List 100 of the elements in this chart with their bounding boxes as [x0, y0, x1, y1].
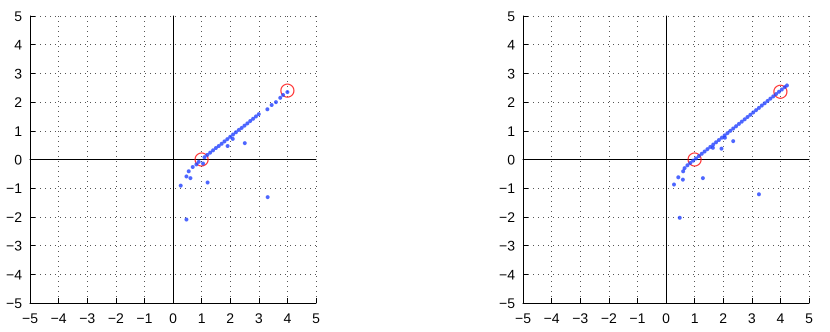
point	[256, 112, 261, 116]
x-tick-label: −1	[136, 310, 153, 326]
point	[720, 136, 724, 140]
x-tick-label: −1	[629, 310, 646, 326]
point	[188, 176, 192, 180]
point	[700, 176, 705, 180]
point	[208, 150, 212, 155]
point	[780, 87, 784, 92]
point	[222, 139, 226, 144]
point	[682, 166, 687, 170]
x-tick-label: 3	[748, 310, 756, 326]
point	[680, 178, 685, 182]
x-tick-label: −2	[108, 310, 124, 326]
y-tick-label: 1	[507, 122, 516, 139]
y-tick-label: 3	[507, 65, 516, 82]
x-tick-label: 2	[719, 310, 728, 326]
point	[748, 112, 752, 117]
point	[248, 119, 252, 124]
y-tick-label: −2	[6, 208, 22, 225]
x-tick-label: 5	[312, 310, 320, 326]
x-tick-label: 0	[662, 310, 670, 326]
point	[771, 94, 776, 98]
x-tick-label: 0	[169, 310, 178, 326]
point	[773, 84, 788, 99]
x-tick-label: −4	[544, 310, 560, 326]
y-tick-label: 2	[14, 94, 22, 110]
x-tick-label: −2	[600, 310, 617, 326]
point	[240, 126, 244, 130]
y-tick-label: 5	[14, 8, 22, 24]
y-tick-label: −1	[499, 180, 516, 196]
point	[245, 121, 250, 126]
y-tick-label: −4	[499, 266, 516, 282]
point	[225, 137, 230, 142]
x-tick-label: 5	[805, 310, 814, 326]
point	[205, 152, 210, 157]
point	[202, 155, 206, 160]
y-tick-label: −1	[6, 180, 22, 196]
point	[274, 100, 278, 104]
point	[270, 102, 274, 107]
point	[754, 108, 758, 112]
x-tick-label: −4	[50, 310, 67, 326]
point	[242, 141, 247, 146]
point	[700, 152, 704, 156]
point	[705, 147, 710, 152]
point	[696, 154, 701, 158]
point	[678, 216, 682, 220]
point	[231, 132, 236, 137]
x-tick-label: 3	[254, 310, 263, 326]
point	[228, 134, 232, 139]
point	[226, 144, 230, 148]
point	[731, 139, 736, 144]
y-tick-label: 0	[14, 152, 22, 168]
point	[702, 149, 707, 154]
point	[194, 152, 209, 167]
point	[281, 92, 286, 97]
point	[685, 163, 690, 168]
point	[719, 146, 724, 151]
point	[725, 131, 730, 136]
y-tick-label: 4	[507, 36, 516, 53]
point	[681, 169, 686, 174]
point	[688, 152, 702, 167]
point	[711, 142, 716, 147]
point	[236, 128, 241, 132]
point	[708, 144, 712, 149]
x-tick-label: 4	[284, 310, 292, 326]
x-tick-label: 4	[776, 310, 784, 326]
point	[760, 104, 764, 108]
point	[756, 192, 761, 196]
point	[734, 124, 738, 128]
y-tick-label: −3	[6, 238, 22, 254]
point	[251, 116, 256, 121]
point	[220, 142, 224, 146]
point	[756, 106, 761, 110]
point	[186, 169, 191, 174]
y-tick-label: 1	[14, 122, 22, 139]
point	[184, 174, 188, 178]
point	[751, 110, 756, 114]
x-tick-label: −3	[79, 310, 96, 326]
point	[178, 184, 183, 188]
point	[716, 138, 721, 142]
point	[742, 117, 747, 122]
point	[280, 84, 294, 98]
point	[768, 96, 772, 101]
point	[201, 162, 206, 166]
point	[266, 195, 270, 200]
y-tick-label: −4	[6, 266, 22, 282]
point	[766, 98, 770, 103]
point	[190, 164, 195, 169]
point	[722, 133, 727, 138]
point	[740, 120, 744, 124]
y-tick-label: 4	[14, 36, 22, 53]
y-tick-label: 2	[507, 94, 516, 110]
y-tick-label: −3	[499, 238, 516, 254]
point	[184, 217, 188, 222]
x-tick-label: 1	[198, 310, 206, 326]
point	[234, 130, 238, 134]
y-tick-label: 3	[14, 65, 22, 82]
y-tick-label: −2	[499, 208, 516, 225]
point	[728, 128, 732, 133]
point	[214, 146, 218, 150]
